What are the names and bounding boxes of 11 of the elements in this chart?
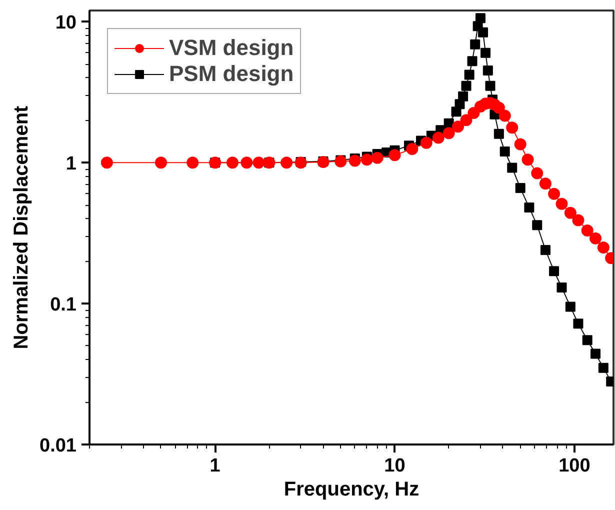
x-tick-label: 100 bbox=[558, 456, 590, 476]
legend-label: PSM design bbox=[169, 61, 294, 87]
y-tick-label: 0.1 bbox=[50, 294, 77, 316]
y-tick-label: 0.01 bbox=[40, 436, 77, 456]
y-axis-title: Normalized Displacement bbox=[10, 105, 33, 350]
y-tick-label: 1 bbox=[66, 154, 77, 175]
x-axis-title: Frequency, Hz bbox=[284, 478, 420, 500]
x-tick-label: 10 bbox=[384, 456, 406, 476]
legend-label: VSM design bbox=[169, 35, 294, 61]
y-tick-label: 10 bbox=[55, 12, 77, 34]
x-tick-label: 1 bbox=[210, 456, 221, 476]
